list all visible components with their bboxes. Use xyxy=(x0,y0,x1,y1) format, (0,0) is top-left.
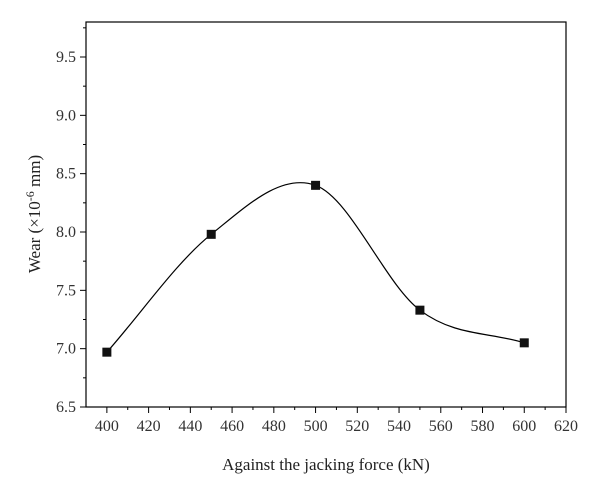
y-axis-ticks: 6.5 7.0 7.5 8.0 8.5 9.0 9.5 xyxy=(56,27,86,416)
data-point xyxy=(519,338,529,348)
data-point xyxy=(102,347,112,357)
y-axis-label: Wear (×10-6 mm) xyxy=(23,155,44,273)
data-point xyxy=(311,180,321,190)
x-tick-label: 520 xyxy=(345,418,369,435)
x-tick-label: 420 xyxy=(137,418,161,435)
y-tick-label: 8.0 xyxy=(56,224,76,241)
y-tick-label: 7.0 xyxy=(56,341,76,358)
y-axis-label-unit: mm) xyxy=(25,155,44,191)
y-tick-label: 9.5 xyxy=(56,49,76,66)
x-tick-label: 400 xyxy=(95,418,119,435)
data-point xyxy=(206,229,216,239)
x-tick-label: 480 xyxy=(262,418,286,435)
x-axis-ticks: 400 420 440 460 480 500 520 540 560 580 600 620 xyxy=(95,407,578,435)
data-points xyxy=(102,180,529,357)
x-tick-label: 540 xyxy=(387,418,411,435)
x-tick-label: 600 xyxy=(512,418,536,435)
x-tick-label: 440 xyxy=(178,418,202,435)
x-axis-label: Against the jacking force (kN) xyxy=(222,455,430,474)
x-tick-label: 580 xyxy=(471,418,495,435)
x-tick-label: 500 xyxy=(304,418,328,435)
y-tick-label: 6.5 xyxy=(56,399,76,416)
y-tick-label: 7.5 xyxy=(56,282,76,299)
x-tick-label: 460 xyxy=(220,418,244,435)
y-tick-label: 8.5 xyxy=(56,166,76,183)
x-tick-label: 560 xyxy=(429,418,453,435)
y-axis-label-exponent: -6 xyxy=(23,191,37,201)
plot-frame xyxy=(85,21,567,408)
x-tick-label: 620 xyxy=(554,418,578,435)
fitted-curve xyxy=(106,182,525,353)
y-tick-label: 9.0 xyxy=(56,107,76,124)
data-point xyxy=(415,305,425,315)
y-axis-label-base: Wear (×10 xyxy=(25,201,44,273)
